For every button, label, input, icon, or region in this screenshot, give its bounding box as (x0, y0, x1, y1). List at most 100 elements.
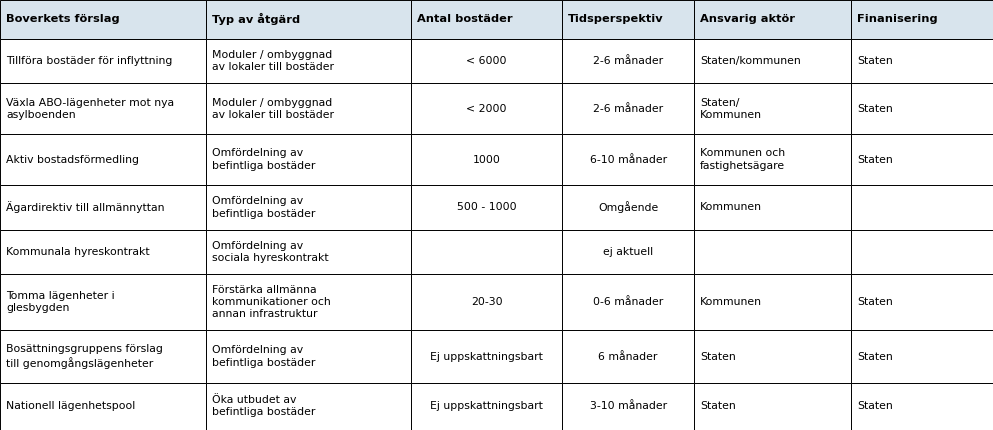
Text: Ansvarig aktör: Ansvarig aktör (700, 15, 795, 25)
Bar (0, 185, 206, 230)
Text: Kommunen och
fastighetsägare: Kommunen och fastighetsägare (700, 148, 785, 171)
Bar (694, 83, 851, 134)
Text: Staten/
Kommunen: Staten/ Kommunen (700, 98, 762, 120)
Text: Aktiv bostadsförmedling: Aktiv bostadsförmedling (6, 154, 139, 165)
Bar (694, 273, 851, 330)
Bar (562, 383, 694, 430)
Text: 3-10 månader: 3-10 månader (590, 401, 666, 412)
Bar (851, 134, 993, 185)
Text: Staten: Staten (857, 401, 893, 412)
Bar (694, 134, 851, 185)
Text: Ägardirektiv till allmännyttan: Ägardirektiv till allmännyttan (6, 202, 165, 213)
Bar (0, 383, 206, 430)
Text: Omfördelning av
befintliga bostäder: Omfördelning av befintliga bostäder (212, 345, 315, 368)
Text: Staten: Staten (857, 351, 893, 362)
Bar (694, 330, 851, 383)
Bar (206, 273, 411, 330)
Text: Staten: Staten (700, 351, 736, 362)
Text: 20-30: 20-30 (471, 297, 502, 307)
Bar (562, 39, 694, 83)
Bar (411, 330, 562, 383)
Text: Ej uppskattningsbart: Ej uppskattningsbart (430, 351, 543, 362)
Bar (851, 383, 993, 430)
Bar (206, 0, 411, 39)
Text: Växla ABO-lägenheter mot nya
asylboenden: Växla ABO-lägenheter mot nya asylboenden (6, 98, 174, 120)
Text: Staten: Staten (857, 297, 893, 307)
Bar (851, 330, 993, 383)
Text: Bosättningsgruppens förslag
till genomgångslägenheter: Bosättningsgruppens förslag till genomgå… (6, 344, 163, 369)
Text: ej aktuell: ej aktuell (603, 247, 653, 257)
Text: Ej uppskattningsbart: Ej uppskattningsbart (430, 401, 543, 412)
Text: Staten/kommunen: Staten/kommunen (700, 56, 800, 66)
Text: 6-10 månader: 6-10 månader (590, 154, 666, 165)
Text: Staten: Staten (857, 104, 893, 114)
Text: 500 - 1000: 500 - 1000 (457, 203, 516, 212)
Bar (411, 383, 562, 430)
Bar (851, 39, 993, 83)
Text: Öka utbudet av
befintliga bostäder: Öka utbudet av befintliga bostäder (212, 395, 315, 418)
Bar (851, 83, 993, 134)
Text: Omfördelning av
befintliga bostäder: Omfördelning av befintliga bostäder (212, 148, 315, 171)
Text: Boverkets förslag: Boverkets förslag (6, 15, 119, 25)
Text: Tidsperspektiv: Tidsperspektiv (568, 15, 663, 25)
Text: Tillföra bostäder för inflyttning: Tillföra bostäder för inflyttning (6, 56, 173, 66)
Text: 2-6 månader: 2-6 månader (593, 104, 663, 114)
Bar (0, 0, 206, 39)
Text: 2-6 månader: 2-6 månader (593, 56, 663, 66)
Bar (562, 0, 694, 39)
Text: Moduler / ombyggnad
av lokaler till bostäder: Moduler / ombyggnad av lokaler till bost… (212, 50, 334, 72)
Text: 6 månader: 6 månader (599, 351, 657, 362)
Text: Typ av åtgärd: Typ av åtgärd (212, 13, 300, 25)
Bar (851, 273, 993, 330)
Bar (562, 134, 694, 185)
Text: Omfördelning av
befintliga bostäder: Omfördelning av befintliga bostäder (212, 196, 315, 218)
Bar (851, 0, 993, 39)
Bar (694, 230, 851, 273)
Text: Nationell lägenhetspool: Nationell lägenhetspool (6, 401, 135, 412)
Text: Finanisering: Finanisering (857, 15, 937, 25)
Bar (411, 185, 562, 230)
Bar (694, 0, 851, 39)
Bar (411, 39, 562, 83)
Bar (0, 134, 206, 185)
Text: 1000: 1000 (473, 154, 500, 165)
Text: Staten: Staten (857, 56, 893, 66)
Text: < 2000: < 2000 (467, 104, 506, 114)
Text: Kommunen: Kommunen (700, 203, 762, 212)
Bar (694, 39, 851, 83)
Bar (562, 273, 694, 330)
Text: Kommunen: Kommunen (700, 297, 762, 307)
Bar (206, 185, 411, 230)
Bar (694, 383, 851, 430)
Text: Omgående: Omgående (598, 202, 658, 213)
Bar (206, 83, 411, 134)
Bar (562, 330, 694, 383)
Text: Staten: Staten (700, 401, 736, 412)
Bar (562, 185, 694, 230)
Bar (0, 230, 206, 273)
Bar (694, 185, 851, 230)
Bar (206, 330, 411, 383)
Bar (0, 39, 206, 83)
Text: Moduler / ombyggnad
av lokaler till bostäder: Moduler / ombyggnad av lokaler till bost… (212, 98, 334, 120)
Bar (411, 83, 562, 134)
Bar (411, 230, 562, 273)
Bar (411, 273, 562, 330)
Bar (206, 230, 411, 273)
Text: < 6000: < 6000 (467, 56, 506, 66)
Bar (0, 273, 206, 330)
Bar (206, 383, 411, 430)
Bar (851, 230, 993, 273)
Text: 0-6 månader: 0-6 månader (593, 297, 663, 307)
Bar (0, 330, 206, 383)
Text: Staten: Staten (857, 154, 893, 165)
Bar (411, 0, 562, 39)
Bar (411, 134, 562, 185)
Bar (851, 185, 993, 230)
Text: Tomma lägenheter i
glesbygden: Tomma lägenheter i glesbygden (6, 291, 114, 313)
Bar (206, 39, 411, 83)
Bar (562, 83, 694, 134)
Bar (206, 134, 411, 185)
Text: Omfördelning av
sociala hyreskontrakt: Omfördelning av sociala hyreskontrakt (212, 240, 328, 263)
Bar (562, 230, 694, 273)
